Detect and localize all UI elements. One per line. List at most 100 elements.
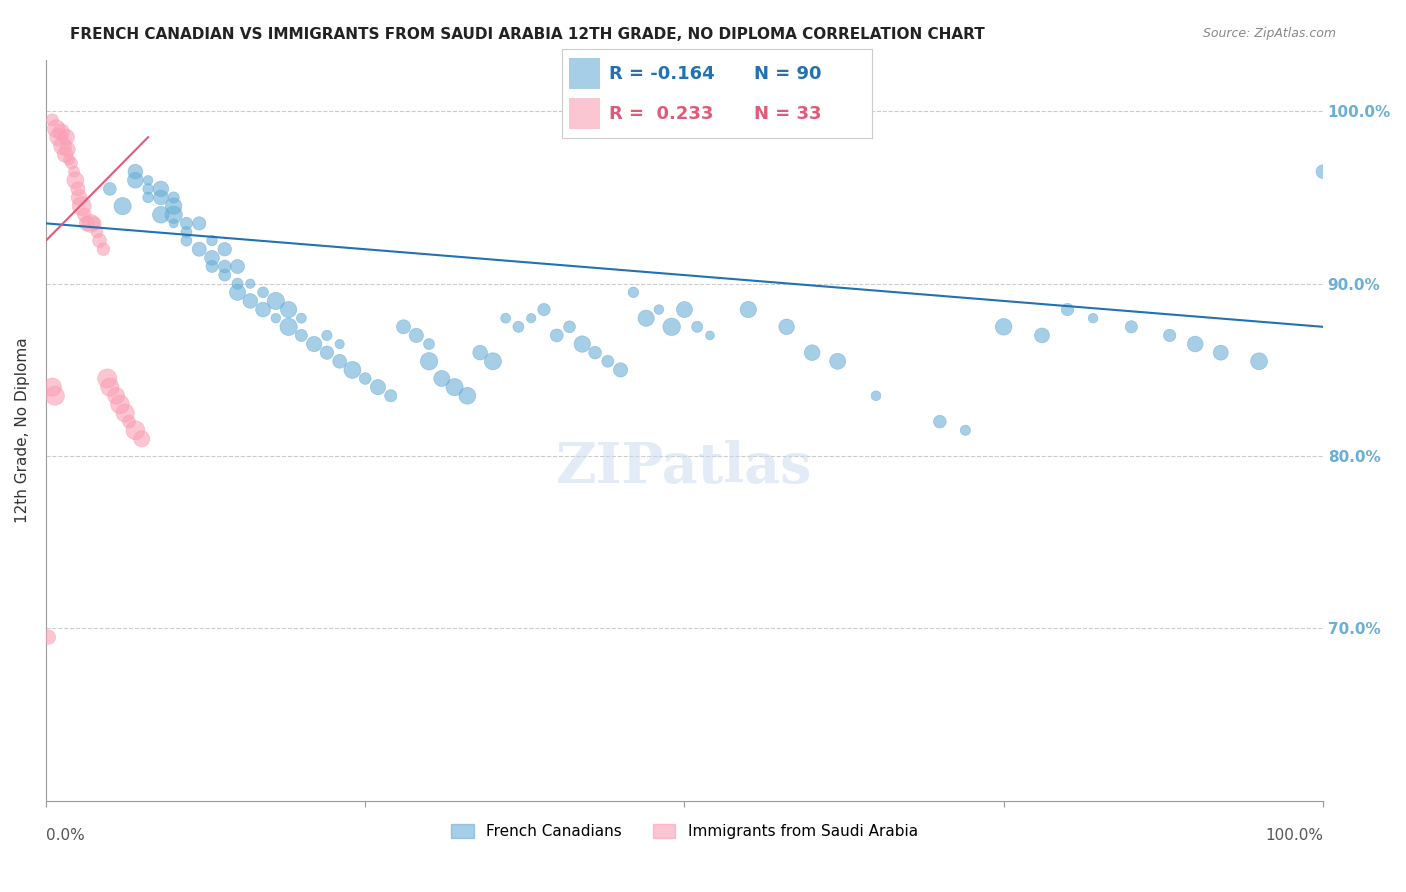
Point xyxy=(354,371,377,385)
Point xyxy=(1247,354,1270,368)
Point xyxy=(188,216,211,230)
Point xyxy=(66,182,89,196)
Point xyxy=(329,354,352,368)
Point xyxy=(108,397,131,411)
Point xyxy=(124,164,146,178)
Point xyxy=(468,345,491,359)
Point xyxy=(149,208,172,222)
Point xyxy=(508,319,530,334)
Point xyxy=(239,277,262,291)
Point xyxy=(571,337,593,351)
Point xyxy=(163,199,186,213)
Point xyxy=(621,285,644,300)
Point xyxy=(392,319,415,334)
Text: ZIPatlas: ZIPatlas xyxy=(557,440,813,495)
Point xyxy=(315,345,337,359)
Legend: French Canadians, Immigrants from Saudi Arabia: French Canadians, Immigrants from Saudi … xyxy=(444,818,924,845)
Point xyxy=(302,337,325,351)
Text: N = 90: N = 90 xyxy=(754,64,821,83)
Point xyxy=(114,406,136,420)
Point xyxy=(264,311,287,326)
Point xyxy=(89,234,111,248)
Point xyxy=(1184,337,1206,351)
Y-axis label: 12th Grade, No Diploma: 12th Grade, No Diploma xyxy=(15,337,30,523)
Point xyxy=(163,208,186,222)
Point xyxy=(1312,164,1334,178)
Text: 0.0%: 0.0% xyxy=(46,828,84,843)
Point xyxy=(45,121,67,136)
Point xyxy=(76,216,98,230)
Point xyxy=(418,337,440,351)
Point xyxy=(44,389,66,403)
Point xyxy=(118,415,141,429)
Point xyxy=(201,260,224,274)
Point xyxy=(176,234,198,248)
Point xyxy=(163,190,186,204)
Point xyxy=(226,260,249,274)
Point xyxy=(596,354,619,368)
Point xyxy=(315,328,337,343)
Point xyxy=(648,302,671,317)
Point xyxy=(201,234,224,248)
Point xyxy=(699,328,721,343)
Point xyxy=(1031,328,1053,343)
Point xyxy=(380,389,402,403)
Point xyxy=(96,371,118,385)
Point xyxy=(558,319,581,334)
Point xyxy=(1159,328,1181,343)
Bar xyxy=(568,98,599,129)
Point xyxy=(53,147,76,161)
Point xyxy=(63,164,86,178)
Point xyxy=(79,216,101,230)
Point xyxy=(865,389,887,403)
Point xyxy=(277,302,299,317)
Point xyxy=(176,216,198,230)
Text: R =  0.233: R = 0.233 xyxy=(609,104,713,123)
Point xyxy=(136,173,159,187)
Point xyxy=(367,380,389,394)
Point xyxy=(58,153,80,167)
Point xyxy=(418,354,440,368)
Text: FRENCH CANADIAN VS IMMIGRANTS FROM SAUDI ARABIA 12TH GRADE, NO DIPLOMA CORRELATI: FRENCH CANADIAN VS IMMIGRANTS FROM SAUDI… xyxy=(70,27,986,42)
Point xyxy=(290,311,312,326)
Point xyxy=(214,268,236,282)
Point xyxy=(1209,345,1232,359)
Point xyxy=(775,319,797,334)
Point xyxy=(131,432,153,446)
Point xyxy=(686,319,709,334)
Point xyxy=(124,423,146,437)
Text: N = 33: N = 33 xyxy=(754,104,821,123)
Point xyxy=(264,293,287,308)
Point xyxy=(149,190,172,204)
Point xyxy=(226,285,249,300)
Point xyxy=(673,302,696,317)
Point xyxy=(48,130,70,145)
Point xyxy=(163,216,186,230)
Point xyxy=(520,311,543,326)
Point xyxy=(482,354,505,368)
Point xyxy=(83,216,105,230)
Point xyxy=(52,138,75,153)
Point xyxy=(67,190,90,204)
Point xyxy=(1081,311,1104,326)
Point xyxy=(124,173,146,187)
Point xyxy=(136,182,159,196)
Point xyxy=(405,328,427,343)
Point xyxy=(60,156,83,170)
Point xyxy=(73,208,96,222)
Point xyxy=(456,389,478,403)
Point xyxy=(443,380,465,394)
Point xyxy=(56,142,79,156)
Point xyxy=(214,242,236,256)
Point xyxy=(546,328,568,343)
Point xyxy=(55,130,77,145)
Point xyxy=(277,319,299,334)
Point xyxy=(176,225,198,239)
Point xyxy=(252,302,274,317)
Text: R = -0.164: R = -0.164 xyxy=(609,64,714,83)
Point xyxy=(827,354,849,368)
Point xyxy=(609,363,631,377)
Point xyxy=(955,423,977,437)
Point xyxy=(583,345,606,359)
Point xyxy=(737,302,759,317)
